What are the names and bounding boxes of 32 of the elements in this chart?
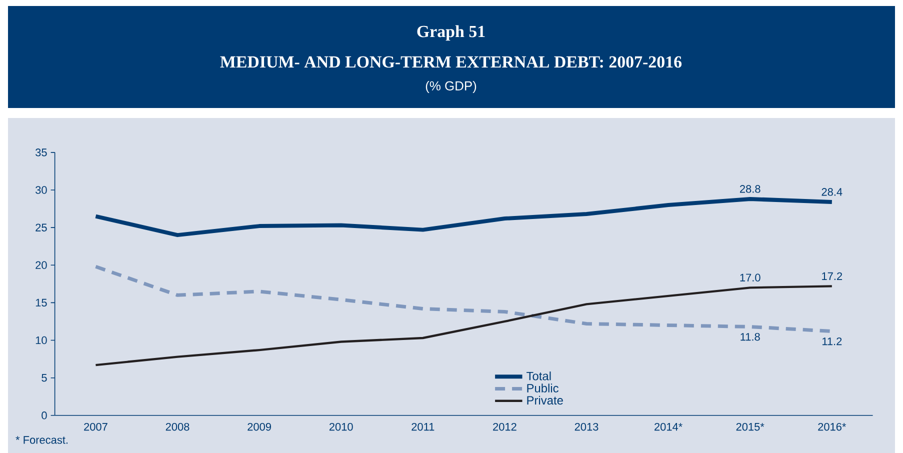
data-label: 28.8	[740, 185, 760, 193]
line-series	[94, 197, 834, 238]
x-tick-label: 2015*	[736, 422, 764, 431]
data-label: 28.4	[822, 188, 842, 196]
data-label: 11.8	[740, 332, 760, 341]
x-tick-label: 2009	[248, 422, 271, 431]
caption: Graph 51	[417, 25, 485, 41]
y-tick-label: 15	[36, 298, 47, 307]
legend-label: Private	[527, 396, 563, 405]
x-tick-label: 2011	[412, 422, 434, 431]
y-tick-label: 0	[42, 412, 47, 420]
y-tick-label: 35	[36, 148, 47, 156]
data-label: 17.2	[822, 272, 842, 280]
y-tick-label: 25	[36, 224, 47, 232]
legend-label: Total	[526, 372, 551, 380]
x-tick-label: 2007	[84, 422, 108, 431]
data-label: 11.2	[822, 337, 842, 346]
x-tick-label: 2010	[329, 422, 353, 431]
y-tick-label: 30	[36, 186, 47, 194]
text: * Forecast.	[16, 436, 68, 444]
y-tick-label: 20	[36, 261, 47, 270]
chart-subtitle: (% GDP)	[426, 80, 476, 94]
legend-label: Public	[527, 384, 558, 392]
y-tick-label: 5	[42, 374, 47, 382]
y-tick-label: 10	[36, 336, 47, 344]
x-tick-label: 2012	[493, 422, 516, 431]
x-tick-label: 2008	[166, 422, 190, 431]
x-tick-label: 2013	[574, 422, 598, 431]
chart-title: MEDIUM- AND LONG-TERM EXTERNAL DEBT: 2007-2016	[220, 56, 682, 68]
x-tick-label: 2014*	[654, 422, 682, 431]
data-label: 17.0	[740, 274, 760, 282]
x-tick-label: 2016*	[818, 422, 846, 431]
